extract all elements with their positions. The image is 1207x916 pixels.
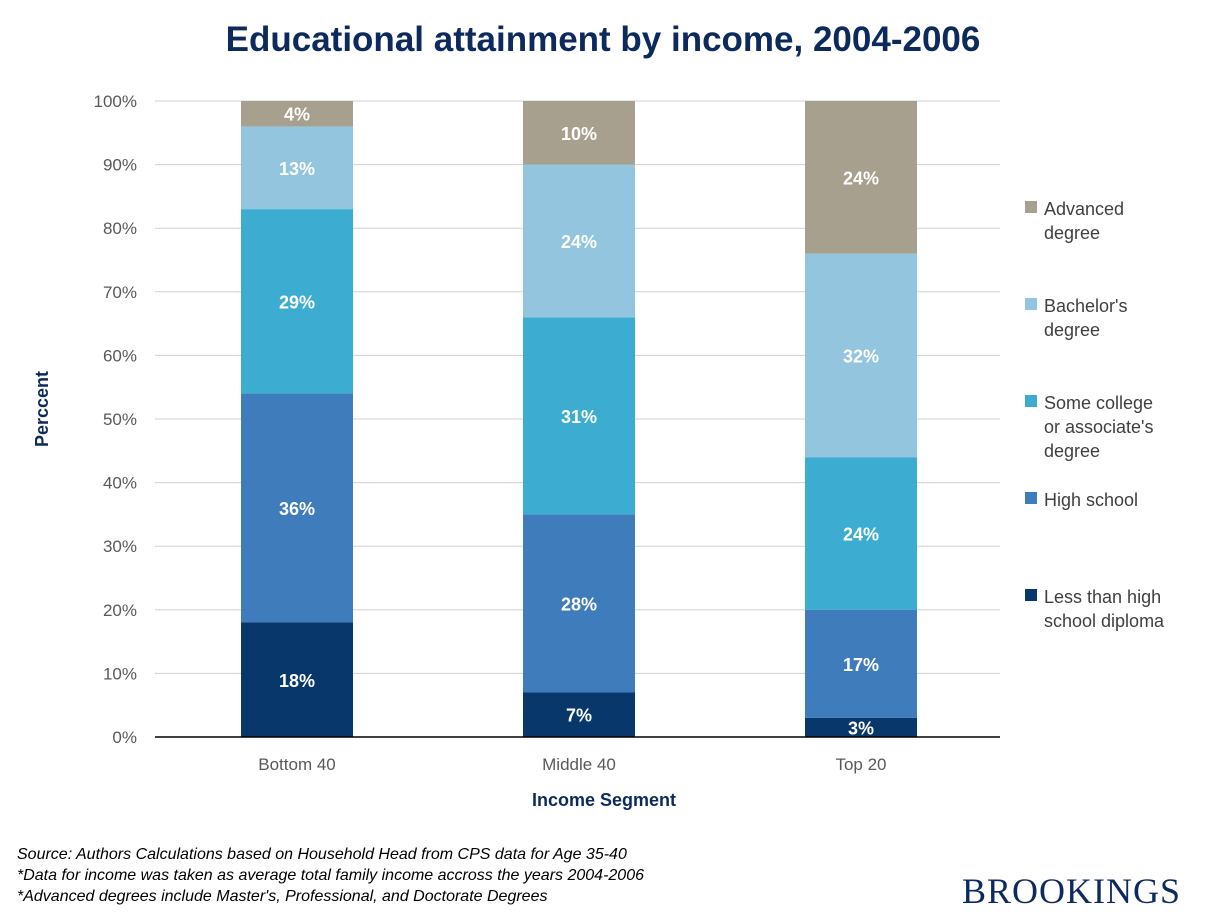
y-tick-label: 90% — [103, 156, 137, 175]
data-label: 10% — [561, 124, 597, 144]
y-tick-label: 30% — [103, 537, 137, 556]
legend-item: Advanced degree — [1025, 199, 1124, 243]
bar-stack: 18% 36% 29% 13% 4% — [241, 101, 353, 737]
y-tick-label: 100% — [94, 92, 137, 111]
bar-segment — [241, 126, 353, 210]
legend-label: Bachelor's — [1044, 296, 1127, 316]
data-label: 7% — [566, 706, 592, 726]
y-tick-label: 70% — [103, 283, 137, 302]
bar-segment — [523, 514, 635, 693]
data-label: 24% — [843, 524, 879, 544]
bar-segment — [805, 609, 917, 718]
data-label: 18% — [279, 671, 315, 691]
data-label: 28% — [561, 594, 597, 614]
advanced-degree-note: *Advanced degrees include Master's, Prof… — [17, 888, 548, 905]
legend-swatch — [1025, 589, 1037, 601]
bar-segment — [241, 393, 353, 623]
bar-segment — [523, 101, 635, 165]
y-axis-title: Perccent — [32, 371, 52, 447]
data-label: 3% — [848, 718, 874, 738]
y-tick-label: 50% — [103, 410, 137, 429]
data-label: 24% — [843, 168, 879, 188]
data-label: 17% — [843, 655, 879, 675]
legend-swatch — [1025, 492, 1037, 504]
y-axis-ticks: 0% 10% 20% 30% 40% 50% 60% 70% 80% 90% 100% — [94, 92, 137, 747]
data-label: 29% — [279, 292, 315, 312]
bar-segment — [523, 317, 635, 515]
bar-segment — [805, 457, 917, 610]
bar-segment — [805, 717, 917, 737]
y-tick-label: 10% — [103, 664, 137, 683]
chart-title: Educational attainment by income, 2004-2… — [226, 20, 981, 59]
bar-segment — [241, 209, 353, 394]
y-tick-label: 20% — [103, 601, 137, 620]
legend-item: High school — [1025, 490, 1138, 510]
bars: 18% 36% 29% 13% 4% 7% 28% 31% 24% 10% 3% 17% 24% 32% 2… — [241, 101, 917, 738]
brookings-logo: BROOKINGS — [962, 871, 1182, 911]
data-label: 31% — [561, 407, 597, 427]
source-note: Source: Authors Calculations based on Ho… — [17, 846, 627, 863]
legend-swatch — [1025, 201, 1037, 213]
legend-label: school diploma — [1044, 611, 1165, 631]
legend-label: High school — [1044, 490, 1138, 510]
y-tick-label: 40% — [103, 474, 137, 493]
data-label: 24% — [561, 232, 597, 252]
income-note: *Data for income was taken as average to… — [17, 867, 644, 884]
legend-swatch — [1025, 298, 1037, 310]
bar-stack: 7% 28% 31% 24% 10% — [523, 101, 635, 737]
bar-segment — [241, 622, 353, 737]
legend-label: Less than high — [1044, 587, 1161, 607]
x-tick-label: Middle 40 — [542, 755, 616, 774]
legend-label: degree — [1044, 223, 1100, 243]
legend-label: Advanced — [1044, 199, 1124, 219]
bar-segment — [523, 164, 635, 318]
bar-segment — [805, 253, 917, 458]
y-tick-label: 0% — [112, 728, 137, 747]
bar-segment — [523, 692, 635, 737]
x-tick-label: Bottom 40 — [258, 755, 336, 774]
data-label: 4% — [284, 105, 310, 125]
y-tick-label: 60% — [103, 346, 137, 365]
legend-label: degree — [1044, 320, 1100, 340]
legend-label: Some college — [1044, 393, 1153, 413]
data-label: 32% — [843, 346, 879, 366]
bar-stack: 3% 17% 24% 32% 24% — [805, 101, 917, 738]
bar-segment — [805, 101, 917, 254]
legend-swatch — [1025, 395, 1037, 407]
legend-item: Some college or associate's degree — [1025, 393, 1154, 461]
data-label: 36% — [279, 499, 315, 519]
x-axis-title: Income Segment — [532, 790, 676, 810]
legend-label: degree — [1044, 441, 1100, 461]
data-label: 13% — [279, 159, 315, 179]
legend: Less than high school diploma High school S… — [1025, 199, 1165, 631]
bar-segment — [241, 101, 353, 127]
legend-label: or associate's — [1044, 417, 1154, 437]
x-axis-ticks: Bottom 40 Middle 40 Top 20 — [258, 755, 886, 774]
y-tick-label: 80% — [103, 219, 137, 238]
legend-item: Less than high school diploma — [1025, 587, 1165, 631]
legend-item: Bachelor's degree — [1025, 296, 1127, 340]
x-tick-label: Top 20 — [835, 755, 886, 774]
